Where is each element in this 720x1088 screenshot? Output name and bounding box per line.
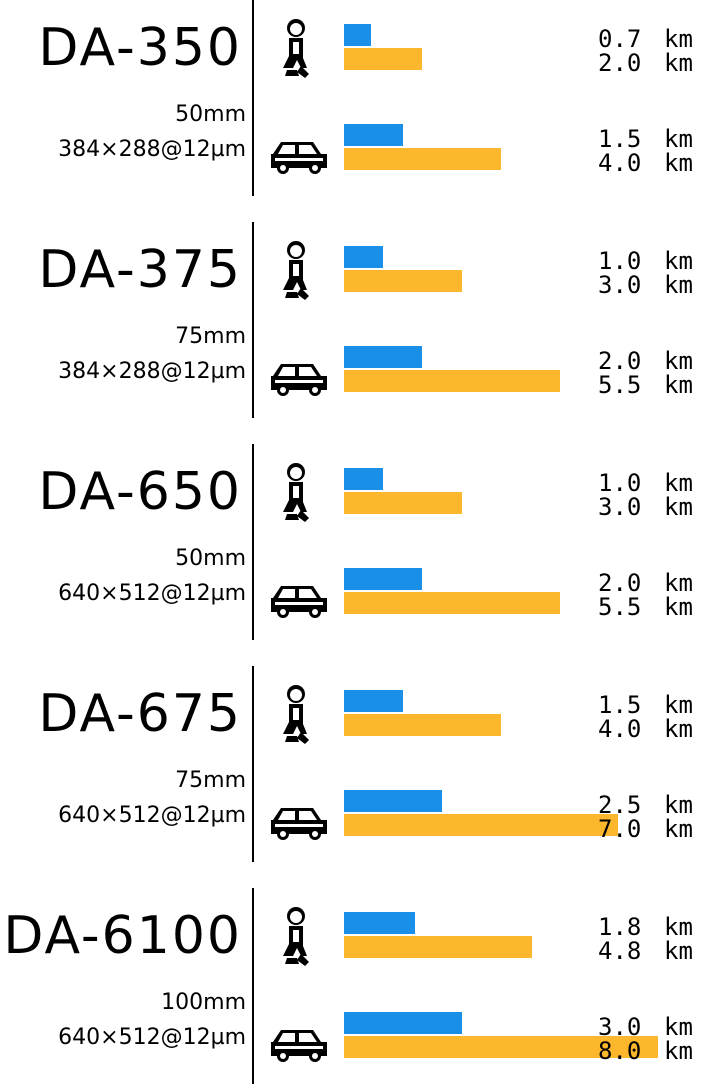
person-walking-icon — [275, 462, 319, 524]
person-detection-bar — [344, 246, 383, 268]
car-range-value: 2.0 — [598, 569, 642, 597]
person-range-value: 2.0 — [598, 49, 642, 77]
focal-length-label: 50mm — [175, 546, 246, 571]
divider-line — [252, 0, 254, 196]
range-unit: km — [664, 247, 693, 275]
divider-line — [252, 222, 254, 418]
person-range-value: 3.0 — [598, 271, 642, 299]
range-unit: km — [664, 25, 693, 53]
focal-length-label: 75mm — [175, 324, 246, 349]
car-recognition-bar — [344, 1036, 658, 1058]
sensor-label: 384×288@12µm — [58, 137, 246, 162]
focal-length-label: 50mm — [175, 102, 246, 127]
car-recognition-bar — [344, 370, 560, 392]
car-recognition-bar — [344, 592, 560, 614]
car-icon — [267, 136, 331, 176]
person-walking-icon — [275, 906, 319, 968]
car-recognition-bar — [344, 148, 501, 170]
car-detection-bar — [344, 124, 403, 146]
car-range-value: 7.0 — [598, 815, 642, 843]
car-range-value: 1.5 — [598, 125, 642, 153]
person-range-value: 1.8 — [598, 913, 642, 941]
person-range-value: 3.0 — [598, 493, 642, 521]
person-walking-icon — [275, 240, 319, 302]
camera-block-da-350: DA-350 50mm 384×288@12µm 0.7 km 2.0 km 1.5 km 4.0… — [0, 0, 720, 200]
person-recognition-bar — [344, 48, 422, 70]
car-icon — [267, 802, 331, 842]
range-unit: km — [664, 937, 693, 965]
model-label: DA-675 — [38, 684, 242, 744]
range-unit: km — [664, 569, 693, 597]
range-unit: km — [664, 469, 693, 497]
person-recognition-bar — [344, 714, 501, 736]
range-unit: km — [664, 493, 693, 521]
range-unit: km — [664, 1037, 693, 1065]
camera-block-da-6100: DA-6100 100mm 640×512@12µm 1.8 km 4.8 km 3.0 km 8… — [0, 888, 720, 1088]
person-detection-bar — [344, 690, 403, 712]
person-detection-bar — [344, 468, 383, 490]
person-range-value: 1.0 — [598, 469, 642, 497]
model-label: DA-6100 — [3, 906, 242, 966]
divider-line — [252, 888, 254, 1084]
person-range-value: 1.0 — [598, 247, 642, 275]
person-detection-bar — [344, 912, 415, 934]
person-recognition-bar — [344, 270, 462, 292]
person-recognition-bar — [344, 492, 462, 514]
car-detection-bar — [344, 1012, 462, 1034]
divider-line — [252, 666, 254, 862]
range-unit: km — [664, 815, 693, 843]
camera-block-da-675: DA-675 75mm 640×512@12µm 1.5 km 4.0 km 2.5 km 7.0… — [0, 666, 720, 866]
car-range-value: 3.0 — [598, 1013, 642, 1041]
sensor-label: 640×512@12µm — [58, 803, 246, 828]
car-recognition-bar — [344, 814, 618, 836]
model-label: DA-350 — [38, 18, 242, 78]
person-range-value: 4.0 — [598, 715, 642, 743]
range-unit: km — [664, 149, 693, 177]
car-range-value: 5.5 — [598, 593, 642, 621]
model-label: DA-650 — [38, 462, 242, 522]
car-detection-bar — [344, 568, 422, 590]
range-unit: km — [664, 691, 693, 719]
sensor-label: 384×288@12µm — [58, 359, 246, 384]
car-range-value: 8.0 — [598, 1037, 642, 1065]
person-recognition-bar — [344, 936, 532, 958]
car-icon — [267, 358, 331, 398]
person-range-value: 4.8 — [598, 937, 642, 965]
focal-length-label: 75mm — [175, 768, 246, 793]
person-range-value: 0.7 — [598, 25, 642, 53]
car-range-value: 2.0 — [598, 347, 642, 375]
person-detection-bar — [344, 24, 371, 46]
range-unit: km — [664, 49, 693, 77]
range-unit: km — [664, 347, 693, 375]
range-unit: km — [664, 125, 693, 153]
car-detection-bar — [344, 790, 442, 812]
sensor-label: 640×512@12µm — [58, 1025, 246, 1050]
person-walking-icon — [275, 684, 319, 746]
range-unit: km — [664, 913, 693, 941]
person-walking-icon — [275, 18, 319, 80]
camera-block-da-650: DA-650 50mm 640×512@12µm 1.0 km 3.0 km 2.0 km 5.5… — [0, 444, 720, 644]
range-unit: km — [664, 271, 693, 299]
car-range-value: 5.5 — [598, 371, 642, 399]
car-icon — [267, 580, 331, 620]
divider-line — [252, 444, 254, 640]
person-range-value: 1.5 — [598, 691, 642, 719]
car-range-value: 4.0 — [598, 149, 642, 177]
camera-block-da-375: DA-375 75mm 384×288@12µm 1.0 km 3.0 km 2.0 km 5.5… — [0, 222, 720, 422]
range-unit: km — [664, 715, 693, 743]
car-icon — [267, 1024, 331, 1064]
sensor-label: 640×512@12µm — [58, 581, 246, 606]
range-unit: km — [664, 1013, 693, 1041]
car-range-value: 2.5 — [598, 791, 642, 819]
car-detection-bar — [344, 346, 422, 368]
range-unit: km — [664, 593, 693, 621]
range-unit: km — [664, 371, 693, 399]
focal-length-label: 100mm — [161, 990, 246, 1015]
range-unit: km — [664, 791, 693, 819]
model-label: DA-375 — [38, 240, 242, 300]
